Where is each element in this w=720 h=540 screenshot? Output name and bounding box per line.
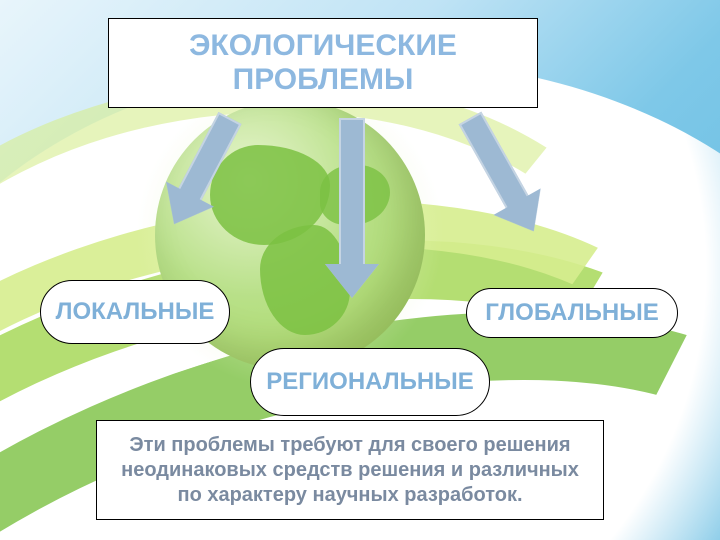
slide-canvas: ЭКОЛОГИЧЕСКИЕ ПРОБЛЕМЫ ЛОКАЛЬНЫЕ РЕГИОНА… <box>0 0 720 540</box>
node-global-label: ГЛОБАЛЬНЫЕ <box>485 299 658 327</box>
node-local: ЛОКАЛЬНЫЕ <box>40 280 230 344</box>
footer-text: Эти проблемы требуют для своего решения … <box>119 433 581 508</box>
node-global: ГЛОБАЛЬНЫЕ <box>466 288 678 338</box>
node-regional: РЕГИОНАЛЬНЫЕ <box>250 348 490 416</box>
footer-box: Эти проблемы требуют для своего решения … <box>96 420 604 520</box>
title-box: ЭКОЛОГИЧЕСКИЕ ПРОБЛЕМЫ <box>108 18 538 108</box>
node-local-label: ЛОКАЛЬНЫЕ <box>56 298 215 326</box>
node-regional-label: РЕГИОНАЛЬНЫЕ <box>266 368 473 396</box>
title-text: ЭКОЛОГИЧЕСКИЕ ПРОБЛЕМЫ <box>123 29 523 98</box>
